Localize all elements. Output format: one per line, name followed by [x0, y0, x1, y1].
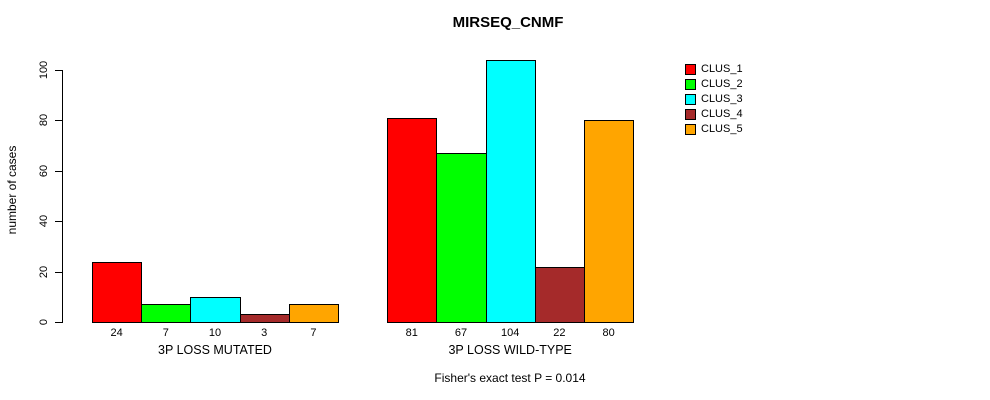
bar-value-label: 81	[405, 327, 418, 339]
footnote-text: Fisher's exact test P = 0.014	[434, 371, 586, 385]
bar-value-label: 22	[553, 327, 566, 339]
bar-clus_1-2	[387, 117, 438, 323]
y-tick-label: 100	[38, 60, 50, 80]
bar-clus_2-2	[436, 153, 487, 323]
bar-value-label: 10	[208, 327, 222, 339]
legend-swatch-clus_1	[684, 64, 696, 75]
y-tick-label: 80	[38, 114, 50, 127]
legend-swatch-clus_5	[684, 124, 696, 135]
x-group-label: 3P LOSS WILD-TYPE	[448, 343, 572, 357]
bar-clus_4-1	[239, 314, 290, 323]
bar-value-label: 104	[501, 327, 520, 339]
legend-label-clus_5: CLUS_5	[701, 123, 743, 135]
bar-value-label: 67	[454, 327, 468, 339]
bar-clus_3-1	[190, 296, 241, 323]
y-tick-mark	[55, 170, 62, 172]
bar-value-label: 7	[310, 327, 317, 339]
y-tick-mark	[55, 271, 62, 273]
bar-value-label: 24	[110, 327, 123, 339]
y-axis-line	[62, 70, 63, 323]
y-tick-label: 60	[38, 164, 50, 177]
legend-swatch-clus_4	[684, 109, 696, 120]
y-axis-label: number of cases	[5, 145, 19, 235]
legend-swatch-clus_2	[684, 79, 696, 90]
bar-clus_1-1	[92, 261, 143, 323]
bar-value-label: 7	[162, 327, 169, 339]
x-group-label: 3P LOSS MUTATED	[158, 343, 272, 357]
y-tick-label: 40	[38, 215, 50, 228]
bar-clus_5-2	[584, 120, 635, 323]
legend-label-clus_3: CLUS_3	[701, 93, 743, 105]
legend-swatch-clus_3	[684, 94, 696, 105]
bar-clus_5-1	[288, 304, 339, 323]
y-tick-label: 20	[38, 265, 50, 278]
legend-label-clus_2: CLUS_2	[701, 78, 743, 90]
bar-clus_2-1	[141, 304, 192, 323]
y-tick-mark	[55, 120, 62, 122]
legend-label-clus_4: CLUS_4	[701, 108, 743, 120]
bar-clus_4-2	[534, 266, 585, 323]
y-tick-label: 0	[38, 318, 50, 326]
y-tick-mark	[55, 221, 62, 223]
bar-value-label: 3	[261, 327, 268, 339]
y-tick-mark	[55, 322, 62, 323]
legend-label-clus_1: CLUS_1	[701, 63, 743, 75]
bar-value-label: 80	[602, 327, 615, 339]
bar-clus_3-2	[485, 59, 536, 323]
y-tick-mark	[55, 70, 62, 71]
chart-title: MIRSEQ_CNMF	[452, 14, 564, 31]
